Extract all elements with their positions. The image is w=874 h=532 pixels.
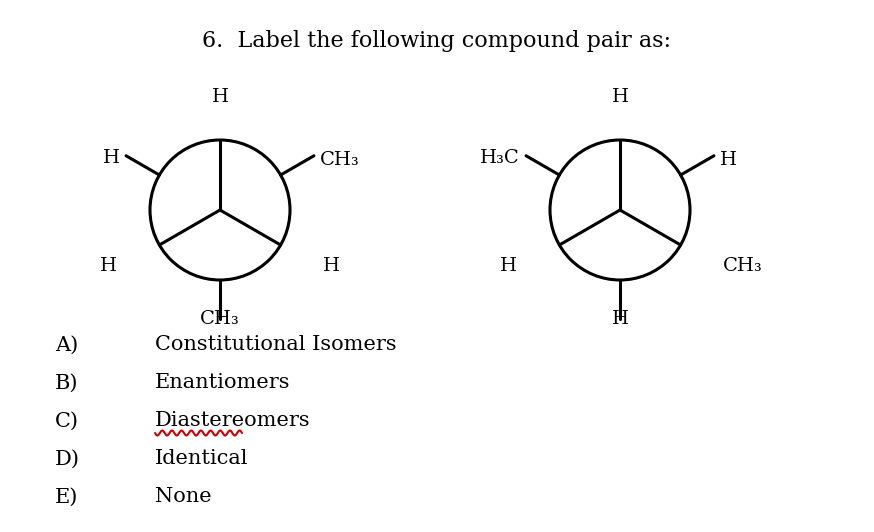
Text: Identical: Identical [155, 450, 248, 469]
Text: H: H [720, 151, 737, 169]
Text: Constitutional Isomers: Constitutional Isomers [155, 336, 397, 354]
Text: H: H [612, 88, 628, 106]
Text: Diastereomers: Diastereomers [155, 411, 310, 430]
Text: D): D) [55, 450, 80, 469]
Text: CH₃: CH₃ [200, 311, 239, 328]
Text: H: H [212, 88, 228, 106]
Text: H: H [103, 149, 120, 167]
Text: None: None [155, 487, 212, 506]
Text: CH₃: CH₃ [723, 257, 763, 275]
Text: H: H [612, 311, 628, 328]
Text: H₃C: H₃C [481, 149, 520, 167]
Text: C): C) [55, 411, 79, 430]
Text: H: H [100, 257, 117, 275]
Text: Enantiomers: Enantiomers [155, 373, 290, 393]
Text: H: H [323, 257, 340, 275]
Text: 6.  Label the following compound pair as:: 6. Label the following compound pair as: [203, 30, 671, 52]
Text: B): B) [55, 373, 79, 393]
Text: CH₃: CH₃ [320, 151, 360, 169]
Text: A): A) [55, 336, 79, 354]
Text: H: H [500, 257, 517, 275]
Text: E): E) [55, 487, 79, 506]
